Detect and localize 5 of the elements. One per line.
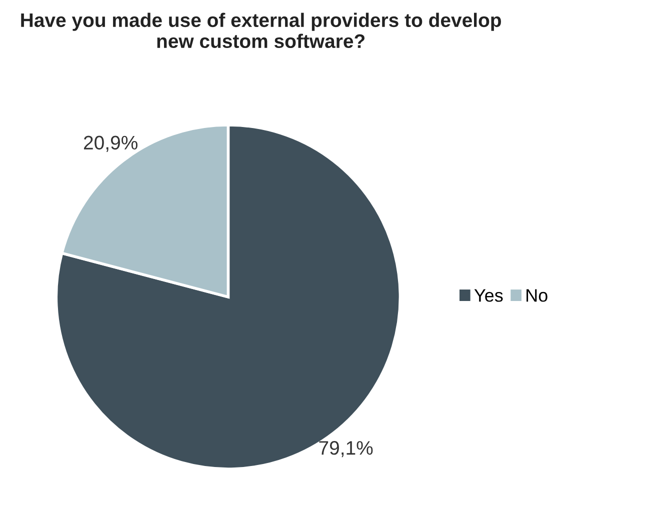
data-label: 20,9% — [84, 136, 138, 152]
legend-label: Yes — [474, 289, 503, 302]
legend-label: No — [526, 289, 548, 302]
chart-title: Have you made use of external providers to develop new custom software? — [21, 12, 501, 48]
data-label: 79,1% — [319, 441, 373, 458]
